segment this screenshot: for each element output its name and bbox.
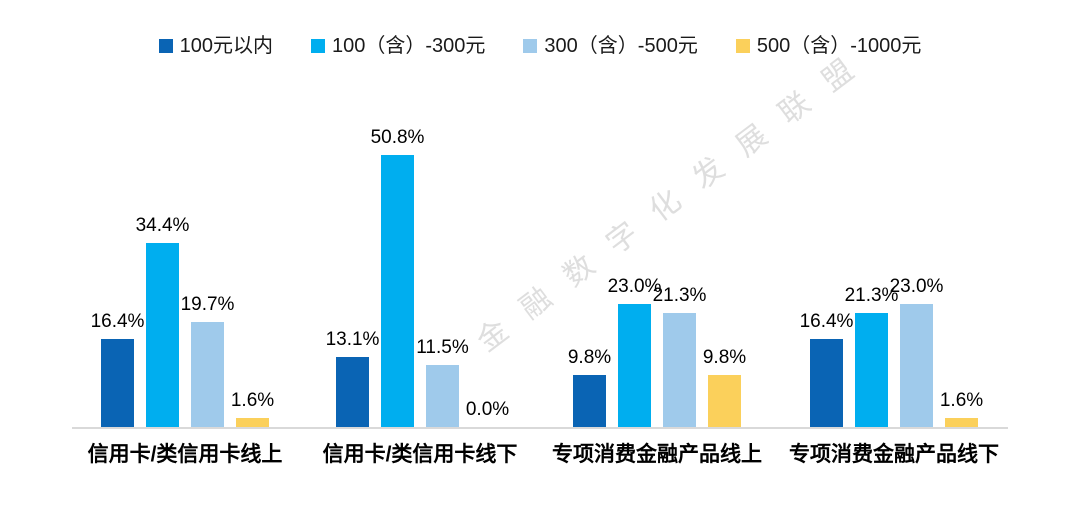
bar bbox=[191, 322, 224, 427]
bar-value-label: 21.3% bbox=[652, 285, 707, 307]
legend-swatch-icon bbox=[735, 39, 750, 53]
x-axis-label: 专项消费金融产品线下 bbox=[789, 443, 999, 466]
legend-item: 100（含）-300元 bbox=[311, 36, 485, 56]
x-axis-label: 信用卡/类信用卡线上 bbox=[87, 443, 283, 466]
plot-area: 16.4% 34.4% 19.7% 1.6% 13.1% 50.8% 11.5% 0.0% 9.… bbox=[72, 95, 1008, 429]
legend-label: 500（含）-1000元 bbox=[756, 35, 922, 57]
legend-label: 300（含）-500元 bbox=[544, 35, 698, 57]
bar-value-label: 0.0% bbox=[465, 399, 510, 421]
legend-item: 500（含）-1000元 bbox=[735, 35, 922, 57]
bar-group: 9.8% 23.0% 21.3% 9.8% bbox=[568, 95, 746, 427]
legend-swatch-icon bbox=[523, 39, 538, 53]
bar-value-label: 16.4% bbox=[799, 311, 854, 333]
bar bbox=[101, 339, 134, 427]
bar-value-label: 34.4% bbox=[135, 215, 190, 237]
legend-item: 300（含）-500元 bbox=[523, 35, 698, 57]
bar bbox=[618, 304, 651, 427]
bar-group: 16.4% 21.3% 23.0% 1.6% bbox=[800, 95, 983, 427]
legend-item: 100元以内 bbox=[158, 35, 274, 57]
bar-group: 16.4% 34.4% 19.7% 1.6% bbox=[91, 95, 274, 427]
bar-group: 13.1% 50.8% 11.5% 0.0% bbox=[326, 95, 509, 427]
legend-swatch-icon bbox=[311, 39, 326, 53]
bar bbox=[810, 339, 843, 427]
bar bbox=[146, 243, 179, 427]
bar-value-label: 9.8% bbox=[567, 347, 612, 369]
legend-swatch-icon bbox=[158, 39, 173, 53]
bar bbox=[945, 418, 978, 427]
x-axis-label: 信用卡/类信用卡线下 bbox=[322, 443, 518, 466]
legend-label: 100（含）-300元 bbox=[332, 35, 486, 57]
bar-value-label: 23.0% bbox=[607, 276, 662, 298]
bar-value-label: 19.7% bbox=[180, 294, 235, 316]
x-axis: 信用卡/类信用卡线上 信用卡/类信用卡线下 专项消费金融产品线上 专项消费金融产品线下 bbox=[72, 443, 1008, 473]
bar-value-label: 1.6% bbox=[939, 390, 984, 412]
bar bbox=[663, 313, 696, 427]
bar-value-label: 21.3% bbox=[844, 285, 899, 307]
bar bbox=[573, 375, 606, 427]
bar-value-label: 1.6% bbox=[230, 390, 275, 412]
bar-value-label: 11.5% bbox=[416, 337, 469, 359]
bar-value-label: 13.1% bbox=[325, 329, 380, 351]
bar-value-label: 23.0% bbox=[889, 276, 944, 298]
bar bbox=[336, 357, 369, 427]
legend-label: 100元以内 bbox=[179, 35, 274, 57]
bar-value-label: 16.4% bbox=[90, 311, 145, 333]
x-axis-label: 专项消费金融产品线上 bbox=[552, 443, 762, 466]
bar bbox=[900, 304, 933, 427]
bar bbox=[708, 375, 741, 427]
legend: 100元以内 100（含）-300元 300（含）-500元 500（含）-1000元 bbox=[0, 36, 1080, 56]
bar-value-label: 9.8% bbox=[702, 347, 747, 369]
bar bbox=[381, 155, 414, 427]
bar-value-label: 50.8% bbox=[370, 127, 425, 149]
bar bbox=[236, 418, 269, 427]
bar bbox=[426, 365, 459, 427]
bar bbox=[855, 313, 888, 427]
